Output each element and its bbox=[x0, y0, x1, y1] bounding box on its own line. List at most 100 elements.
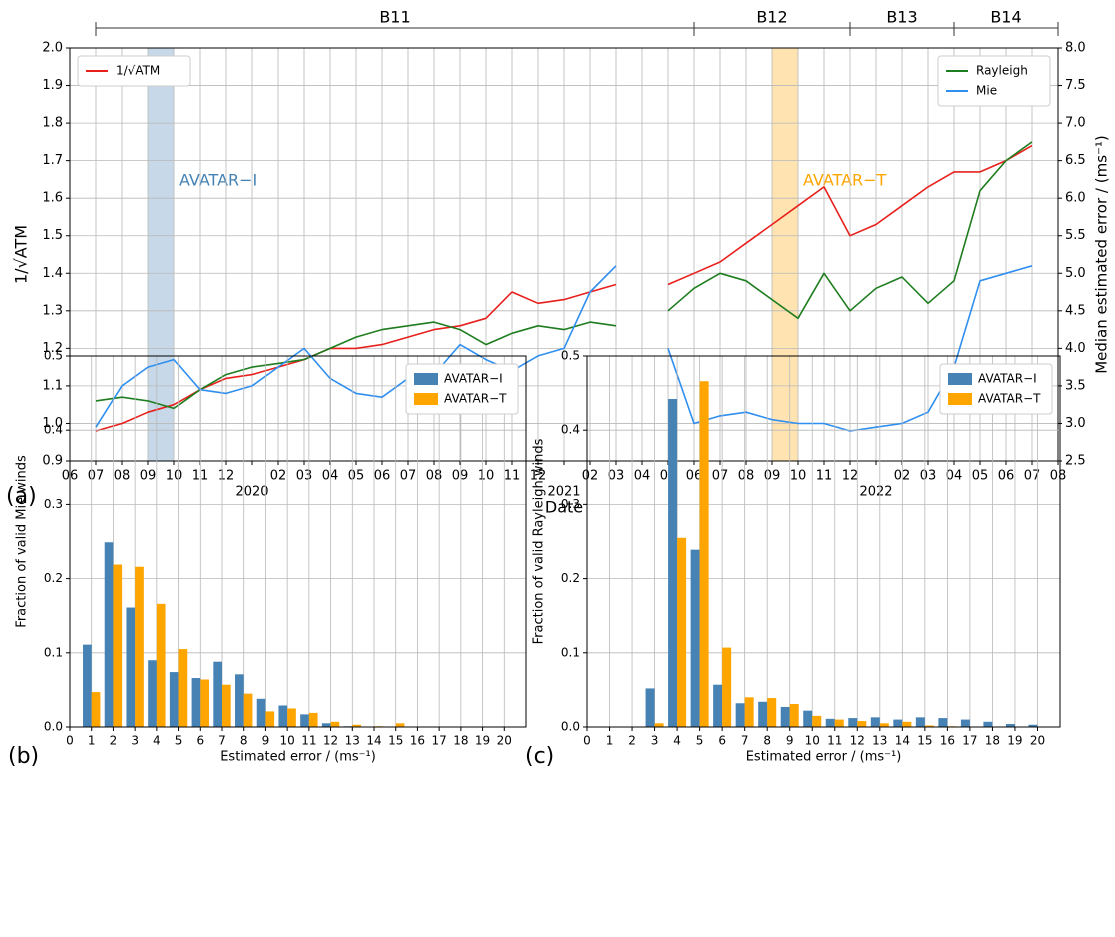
y-tick-label: 0.9 bbox=[42, 454, 63, 469]
x-tick-label: 6 bbox=[718, 734, 726, 748]
bar bbox=[395, 723, 405, 727]
y2-tick-label: 5.5 bbox=[1065, 228, 1086, 243]
bar bbox=[243, 693, 253, 727]
bar bbox=[330, 721, 340, 727]
x-tick-label: 18 bbox=[453, 734, 468, 748]
bar bbox=[104, 542, 114, 727]
span-label: AVATAR−I bbox=[179, 171, 257, 190]
bar bbox=[758, 701, 768, 727]
bar bbox=[654, 723, 664, 727]
x-tick-label: 8 bbox=[240, 734, 248, 748]
x-tick-label: 14 bbox=[366, 734, 381, 748]
x-tick-label: 07 bbox=[88, 469, 105, 484]
bar bbox=[690, 549, 700, 727]
x-tick-label: 9 bbox=[786, 734, 794, 748]
x-tick-label: 2 bbox=[628, 734, 636, 748]
bar bbox=[915, 717, 925, 727]
x-tick-label: 07 bbox=[1024, 469, 1041, 484]
y2-tick-label: 8.0 bbox=[1065, 41, 1086, 56]
x-tick-label: 16 bbox=[940, 734, 955, 748]
y-tick-label: 1.3 bbox=[42, 303, 63, 318]
x-tick-label: 10 bbox=[166, 469, 183, 484]
y2-axis-label: Median estimated error / (ms⁻¹) bbox=[1093, 135, 1111, 374]
bar bbox=[879, 723, 889, 727]
bar bbox=[1028, 724, 1038, 727]
y-tick-label: 0.0 bbox=[561, 720, 580, 734]
bar bbox=[169, 672, 179, 727]
bar bbox=[300, 714, 309, 727]
bar bbox=[352, 724, 361, 727]
x-tick-label: 12 bbox=[850, 734, 865, 748]
bar bbox=[265, 711, 275, 727]
bar bbox=[744, 697, 754, 727]
x-tick-label: 2020 bbox=[235, 485, 268, 500]
bar bbox=[789, 703, 799, 727]
legend-box bbox=[77, 55, 191, 87]
plot-frame bbox=[69, 355, 527, 728]
x-tick-label: 17 bbox=[432, 734, 447, 748]
bar bbox=[803, 710, 813, 727]
bar bbox=[191, 678, 201, 727]
plot-frame bbox=[69, 47, 1059, 462]
y-axis-label: 1/√ATM bbox=[12, 225, 31, 284]
bar bbox=[834, 719, 844, 727]
legend-label: AVATAR−I bbox=[444, 372, 503, 386]
x-tick-label: 11 bbox=[827, 734, 842, 748]
x-tick-label: 19 bbox=[1007, 734, 1022, 748]
x-tick-label: 20 bbox=[1030, 734, 1045, 748]
bar bbox=[722, 647, 732, 727]
x-tick-label: 2022 bbox=[859, 485, 892, 500]
period-label: B12 bbox=[756, 8, 787, 27]
span-label: AVATAR−T bbox=[803, 171, 887, 190]
bar bbox=[870, 717, 880, 727]
x-tick-label: 4 bbox=[673, 734, 681, 748]
panel-label: (a) bbox=[6, 484, 37, 509]
bar bbox=[278, 705, 288, 727]
bar bbox=[113, 564, 123, 727]
y2-tick-label: 3.0 bbox=[1065, 416, 1086, 431]
bar bbox=[713, 684, 723, 727]
bar bbox=[222, 684, 231, 727]
x-tick-label: 16 bbox=[410, 734, 425, 748]
bar bbox=[1005, 724, 1015, 727]
highlight-span bbox=[772, 48, 798, 461]
x-tick-label: 03 bbox=[608, 469, 625, 484]
x-tick-label: 09 bbox=[140, 469, 157, 484]
y2-tick-label: 6.0 bbox=[1065, 191, 1086, 206]
y2-tick-label: 3.5 bbox=[1065, 378, 1086, 393]
bar bbox=[699, 381, 709, 727]
x-tick-label: 13 bbox=[345, 734, 360, 748]
bar bbox=[983, 721, 993, 727]
y2-tick-label: 2.5 bbox=[1065, 454, 1086, 469]
x-axis-label: Estimated error / (ms⁻¹) bbox=[746, 750, 902, 765]
bar bbox=[902, 721, 912, 727]
x-axis-label: Date bbox=[545, 498, 583, 517]
x-tick-label: 12 bbox=[530, 469, 547, 484]
y-tick-label: 0.3 bbox=[561, 497, 580, 511]
x-tick-label: 5 bbox=[696, 734, 704, 748]
y-tick-label: 0.1 bbox=[561, 645, 580, 659]
y-tick-label: 1.1 bbox=[42, 378, 63, 393]
x-tick-label: 04 bbox=[946, 469, 963, 484]
y2-tick-label: 4.5 bbox=[1065, 303, 1086, 318]
x-tick-label: 12 bbox=[323, 734, 338, 748]
y-tick-label: 0.1 bbox=[44, 645, 63, 659]
x-tick-label: 08 bbox=[738, 469, 755, 484]
x-tick-label: 08 bbox=[114, 469, 131, 484]
x-tick-label: 06 bbox=[686, 469, 703, 484]
legend-swatch bbox=[948, 373, 972, 385]
bar bbox=[812, 715, 822, 727]
bar bbox=[256, 698, 266, 727]
x-tick-label: 03 bbox=[296, 469, 313, 484]
bar bbox=[668, 399, 678, 727]
y-tick-label: 0.5 bbox=[44, 349, 63, 363]
x-tick-label: 05 bbox=[972, 469, 989, 484]
x-tick-label: 11 bbox=[504, 469, 521, 484]
y-tick-label: 1.4 bbox=[42, 266, 63, 281]
bar bbox=[677, 537, 687, 727]
bar bbox=[200, 679, 209, 727]
x-tick-label: 8 bbox=[763, 734, 771, 748]
x-tick-label: 17 bbox=[962, 734, 977, 748]
bar bbox=[178, 649, 188, 727]
